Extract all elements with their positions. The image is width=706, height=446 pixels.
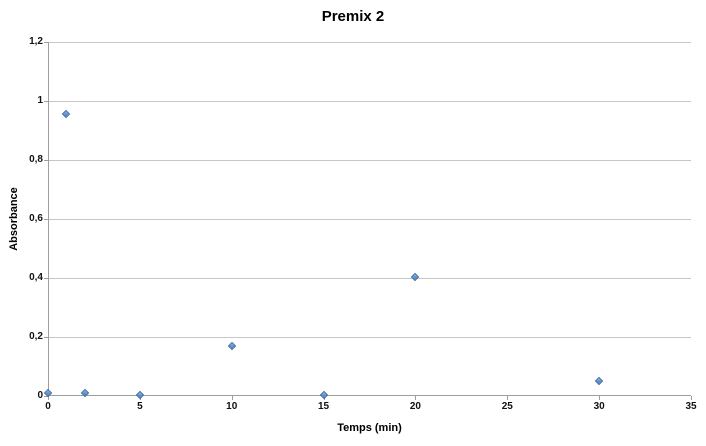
y-axis-line [48,42,49,396]
y-tick-mark [44,278,48,279]
gridline [48,101,691,102]
x-axis-line [48,395,691,396]
x-tick-label: 25 [501,401,513,412]
x-tick-mark [231,396,233,400]
x-tick-mark [691,396,692,400]
gridline [48,42,691,43]
gridline [48,160,691,161]
x-axis-title: Temps (min) [337,422,402,434]
x-tick-label: 35 [685,401,697,412]
x-tick-mark [415,396,417,400]
data-point [62,110,71,119]
plot-area [43,42,692,400]
x-tick-label: 0 [45,401,51,412]
y-tick-mark [44,396,48,397]
x-tick-label: 5 [137,401,143,412]
y-tick-label: 0 [37,390,43,401]
y-tick-label: 0,6 [29,213,43,224]
gridline [48,278,691,279]
x-tick-mark [507,396,509,400]
x-tick-label: 30 [593,401,605,412]
data-point [594,377,604,386]
gridline [48,219,691,220]
x-tick-label: 15 [318,401,330,412]
x-tick-mark [48,396,49,400]
x-tick-mark [599,396,601,400]
y-tick-mark [44,160,48,161]
y-tick-label: 0,8 [29,154,43,165]
y-tick-mark [44,42,48,43]
y-tick-label: 1 [37,95,43,106]
data-point [135,390,145,399]
y-tick-label: 0,2 [29,331,43,342]
data-point [319,390,328,399]
y-tick-label: 0,4 [29,272,43,283]
x-tick-label: 20 [409,401,421,412]
data-point [227,341,236,351]
y-tick-label: 1,2 [29,36,43,47]
y-tick-mark [44,219,48,220]
gridline [48,337,691,338]
chart-title: Premix 2 [321,8,385,25]
data-point [80,388,89,398]
data-point [411,272,420,281]
y-tick-mark [44,101,48,102]
x-tick-label: 10 [226,401,238,412]
y-tick-mark [44,337,48,338]
